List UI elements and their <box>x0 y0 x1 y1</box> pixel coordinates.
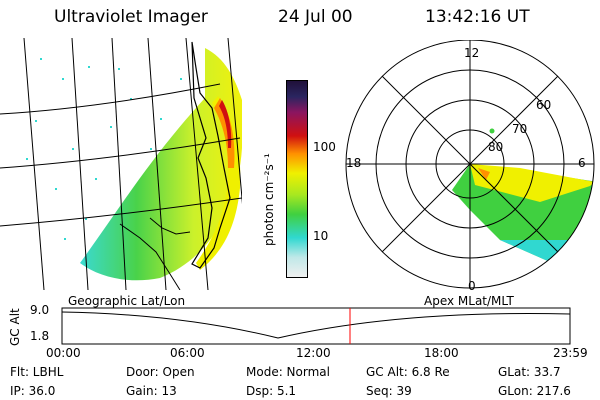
earth-disk-emission <box>80 48 242 281</box>
header-date: 24 Jul 00 <box>278 7 353 27</box>
info-glat: GLat: 33.7 <box>498 365 561 379</box>
info-glon: GLon: 217.6 <box>498 384 571 398</box>
intensity-colorbar <box>286 80 308 278</box>
altitude-ytick-9: 9.0 <box>30 303 50 317</box>
app-title: Ultraviolet Imager <box>54 7 208 27</box>
altitude-xtick-1200: 12:00 <box>296 346 331 360</box>
mlat-label-60: 60 <box>536 98 552 112</box>
info-mode: Mode: Normal <box>246 365 330 379</box>
altitude-xtick-1800: 18:00 <box>424 346 459 360</box>
mlt-label-18: 18 <box>346 156 362 170</box>
altitude-xtick-0000: 00:00 <box>46 346 81 360</box>
altitude-xtick-0600: 06:00 <box>170 346 205 360</box>
info-gain: Gain: 13 <box>126 384 177 398</box>
mlt-label-6: 6 <box>578 156 586 170</box>
colorbar-tick-100: 100 <box>313 140 336 154</box>
polar-mlat-mlt-panel <box>345 40 595 289</box>
mlt-label-0: 0 <box>468 279 476 293</box>
geographic-map-panel <box>0 38 242 290</box>
info-gc-alt: GC Alt: 6.8 Re <box>366 365 450 379</box>
altitude-xtick-2359: 23:59 <box>553 346 588 360</box>
mlat-label-80: 80 <box>488 140 504 154</box>
info-ip: IP: 36.0 <box>10 384 56 398</box>
info-flt: Flt: LBHL <box>10 365 64 379</box>
altitude-plot <box>61 307 571 345</box>
altitude-ylabel: GC Alt <box>8 308 22 346</box>
apex-caption: Apex MLat/MLT <box>424 294 514 308</box>
info-seq: Seq: 39 <box>366 384 412 398</box>
mlt-label-12: 12 <box>464 46 480 60</box>
header-time: 13:42:16 UT <box>425 7 530 27</box>
altitude-ytick-1-8: 1.8 <box>30 329 50 343</box>
info-dsp: Dsp: 5.1 <box>246 384 297 398</box>
colorbar-tick-10: 10 <box>313 229 329 243</box>
geographic-caption: Geographic Lat/Lon <box>68 294 186 308</box>
colorbar-unit-label: photon cm⁻²s⁻¹ <box>262 153 276 246</box>
info-door: Door: Open <box>126 365 195 379</box>
mlat-label-70: 70 <box>512 122 528 136</box>
